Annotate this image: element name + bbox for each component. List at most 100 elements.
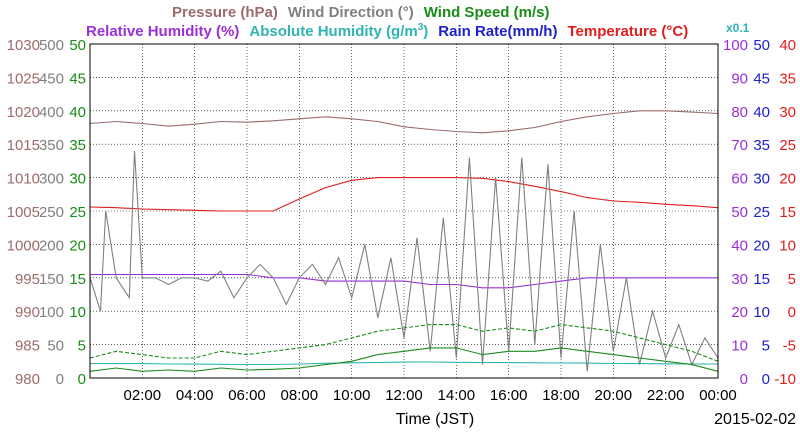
axis-ticks: 1030102510201015101010051000995990985980… — [7, 37, 796, 388]
temperature-tick-label: 5 — [788, 271, 796, 288]
pressure-tick-label: 1000 — [7, 237, 40, 254]
wind_direction-tick-label: 0 — [56, 371, 64, 388]
wind_direction-tick-label: 450 — [39, 70, 64, 87]
x-tick-label: 18:00 — [542, 387, 580, 404]
pressure-tick-label: 1015 — [7, 137, 40, 154]
x-tick-label: 10:00 — [333, 387, 371, 404]
humidity-tick-label: 40 — [731, 237, 748, 254]
temperature-tick-label: 35 — [779, 70, 796, 87]
x-tick-label: 20:00 — [595, 387, 633, 404]
wind_speed-tick-label: 5 — [78, 338, 86, 355]
pressure-tick-label: 985 — [15, 338, 40, 355]
humidity-tick-label: 30 — [731, 271, 748, 288]
x-tick-label: 06:00 — [228, 387, 266, 404]
temperature-tick-label: -5 — [783, 338, 796, 355]
temperature-tick-label: 0 — [788, 304, 796, 321]
rain-tick-label: 45 — [753, 70, 770, 87]
legend-item: Rain Rate(mm/h) — [438, 23, 557, 40]
legend-item: Wind Speed (m/s) — [424, 4, 550, 21]
series-line — [89, 347, 719, 372]
humidity-tick-label: 100 — [723, 37, 748, 54]
humidity-tick-label: 20 — [731, 304, 748, 321]
rain-tick-label: 10 — [753, 304, 770, 321]
x-tick-label: 16:00 — [490, 387, 528, 404]
rain-tick-label: 0 — [762, 371, 770, 388]
x-tick-label: 14:00 — [438, 387, 476, 404]
legend-item: Wind Direction (°) — [288, 4, 414, 21]
rain-tick-label: 5 — [762, 338, 770, 355]
rain-tick-label: 20 — [753, 237, 770, 254]
legend: Pressure (hPa) Wind Direction (°) Wind Spe… — [86, 4, 750, 40]
temperature-tick-label: 40 — [779, 37, 796, 54]
series-line — [90, 273, 718, 289]
legend-item: Pressure (hPa) — [172, 4, 278, 21]
humidity-tick-label: 60 — [731, 171, 748, 188]
pressure-tick-label: 990 — [15, 304, 40, 321]
wind_speed-tick-label: 50 — [69, 37, 86, 54]
rain-tick-label: 35 — [753, 137, 770, 154]
x-tick-label: 22:00 — [647, 387, 685, 404]
legend-scale-note: x0.1 — [726, 21, 750, 35]
legend-item: Temperature (°C) — [567, 23, 688, 40]
wind_direction-tick-label: 50 — [47, 338, 64, 355]
series-layer — [89, 110, 719, 379]
pressure-tick-label: 1005 — [7, 204, 40, 221]
humidity-tick-label: 80 — [731, 104, 748, 121]
temperature-tick-label: -10 — [774, 371, 796, 388]
wind_speed-tick-label: 30 — [69, 171, 86, 188]
wind_speed-tick-label: 40 — [69, 104, 86, 121]
series-line — [89, 150, 719, 372]
wind_direction-tick-label: 500 — [39, 37, 64, 54]
pressure-tick-label: 995 — [15, 271, 40, 288]
wind_direction-tick-label: 100 — [39, 304, 64, 321]
humidity-tick-label: 10 — [731, 338, 748, 355]
wind_direction-tick-label: 400 — [39, 104, 64, 121]
pressure-tick-label: 1020 — [7, 104, 40, 121]
wind_speed-tick-label: 20 — [69, 237, 86, 254]
temperature-tick-label: 25 — [779, 137, 796, 154]
wind_direction-tick-label: 250 — [39, 204, 64, 221]
x-tick-label: 00:00 — [699, 387, 737, 404]
x-tick-label: 08:00 — [281, 387, 319, 404]
series-line — [89, 361, 718, 366]
temperature-tick-label: 15 — [779, 204, 796, 221]
legend-item: Absolute Humidity (g/m3) — [249, 22, 428, 40]
x-axis: 02:00 04:00 06:00 08:00 10:00 12:00 14:00 16:00… — [124, 387, 797, 428]
wind_speed-tick-label: 15 — [69, 271, 86, 288]
wind_speed-tick-label: 25 — [69, 204, 86, 221]
wind_direction-tick-label: 200 — [39, 237, 64, 254]
pressure-tick-label: 1030 — [7, 37, 40, 54]
humidity-tick-label: 0 — [740, 371, 748, 388]
rain-tick-label: 25 — [753, 204, 770, 221]
wind_direction-tick-label: 300 — [39, 171, 64, 188]
x-tick-label: 12:00 — [385, 387, 423, 404]
pressure-tick-label: 1010 — [7, 171, 40, 188]
wind_speed-tick-label: 10 — [69, 304, 86, 321]
temperature-tick-label: 30 — [779, 104, 796, 121]
wind_speed-tick-label: 45 — [69, 70, 86, 87]
pressure-tick-label: 1025 — [7, 70, 40, 87]
wind_direction-tick-label: 150 — [39, 271, 64, 288]
x-tick-label: 04:00 — [176, 387, 214, 404]
x-axis-title: Time (JST) — [396, 411, 475, 428]
legend-item: Relative Humidity (%) — [86, 23, 239, 40]
plot-area — [89, 43, 719, 379]
humidity-tick-label: 70 — [731, 137, 748, 154]
rain-tick-label: 50 — [753, 37, 770, 54]
temperature-tick-label: 20 — [779, 171, 796, 188]
series-line — [89, 110, 719, 134]
wind_speed-tick-label: 35 — [69, 137, 86, 154]
x-tick-label: 02:00 — [124, 387, 162, 404]
series-line — [89, 324, 719, 362]
rain-tick-label: 15 — [753, 271, 770, 288]
humidity-tick-label: 90 — [731, 70, 748, 87]
humidity-tick-label: 50 — [731, 204, 748, 221]
pressure-tick-label: 980 — [15, 371, 40, 388]
rain-tick-label: 30 — [753, 171, 770, 188]
rain-tick-label: 40 — [753, 104, 770, 121]
date-label: 2015-02-02 — [714, 411, 796, 428]
series-line — [89, 177, 719, 212]
wind_direction-tick-label: 350 — [39, 137, 64, 154]
temperature-tick-label: 10 — [779, 237, 796, 254]
